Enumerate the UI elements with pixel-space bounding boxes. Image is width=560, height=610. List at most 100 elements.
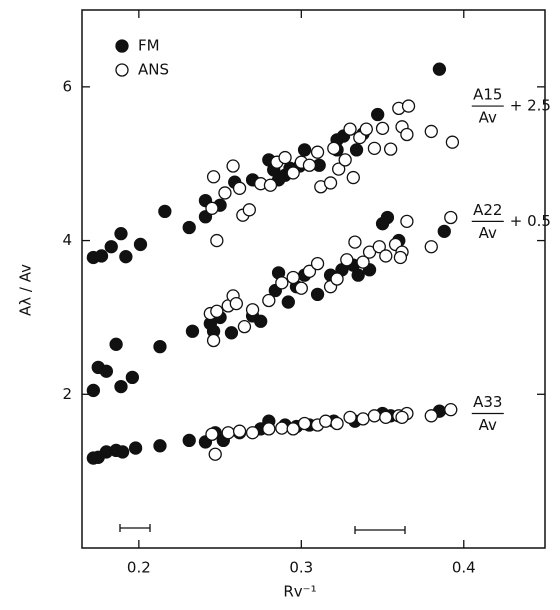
data-point (128, 441, 143, 455)
data-point (232, 181, 247, 195)
annotation-suffix: + 0.5 (510, 212, 551, 230)
data-point (375, 121, 390, 136)
data-point (205, 201, 219, 215)
data-point (310, 145, 325, 159)
data-point (115, 445, 130, 459)
data-point (226, 159, 240, 173)
data-point (340, 253, 354, 267)
typical-error-bars (119, 524, 406, 534)
data-point (356, 412, 370, 426)
data-point (393, 250, 408, 265)
y-tick-label: 6 (62, 77, 72, 95)
data-point (133, 237, 148, 252)
plot-frame (81, 9, 546, 549)
data-point (114, 379, 128, 394)
data-point (206, 170, 221, 184)
data-point (338, 153, 352, 167)
data-point (224, 326, 239, 340)
data-point (210, 304, 224, 318)
data-point (206, 333, 221, 348)
data-point (109, 337, 123, 351)
data-point (372, 240, 386, 254)
data-point (349, 143, 364, 157)
data-point (310, 287, 325, 302)
data-point (263, 178, 278, 192)
x-tick-label: 0.4 (452, 559, 476, 577)
data-point (380, 210, 395, 225)
annotation-denominator: Av (479, 109, 497, 127)
data-point (185, 324, 200, 338)
y-tick-label: 4 (62, 231, 72, 249)
data-point (294, 281, 308, 295)
data-point (262, 293, 276, 308)
annotation-denominator: Av (479, 224, 497, 242)
data-point (208, 447, 222, 461)
data-point (104, 240, 118, 254)
data-point (343, 410, 357, 424)
data-point (343, 122, 357, 136)
annotation-suffix: + 2.5 (510, 97, 551, 115)
data-point (424, 240, 438, 254)
data-point (348, 235, 362, 249)
data-point (210, 233, 224, 248)
data-point (245, 426, 260, 440)
data-point (218, 186, 232, 200)
data-point (153, 439, 167, 453)
data-point (86, 383, 101, 398)
data-point (400, 214, 414, 229)
annotation-numerator: A33 (473, 393, 502, 411)
data-point (99, 364, 114, 378)
data-point (330, 416, 344, 431)
data-point (302, 264, 317, 278)
data-point (297, 416, 312, 431)
annotation-denominator: Av (479, 416, 497, 434)
data-point (323, 176, 338, 190)
data-point (359, 122, 373, 136)
data-point (432, 62, 447, 76)
data-point (310, 256, 325, 271)
data-point (242, 203, 256, 217)
data-point (275, 421, 289, 435)
data-point (371, 107, 385, 122)
data-point (297, 143, 312, 157)
legend-marker (115, 39, 129, 53)
data-point (182, 220, 196, 235)
data-point (327, 141, 341, 155)
legend-label: ANS (138, 61, 169, 79)
data-point (286, 270, 300, 285)
data-point (158, 204, 172, 219)
annotation-numerator: A22 (473, 201, 502, 219)
data-point (286, 166, 300, 180)
data-point (379, 249, 393, 263)
data-point (153, 339, 167, 354)
data-point (444, 210, 458, 225)
data-point (114, 227, 128, 241)
data-point (445, 135, 460, 149)
data-point (221, 426, 235, 440)
data-point (424, 124, 438, 139)
data-point (302, 158, 317, 172)
data-point (379, 410, 393, 424)
y-tick-label: 2 (62, 385, 72, 403)
annotation-numerator: A15 (473, 86, 502, 104)
data-point (384, 142, 398, 156)
data-point (401, 99, 416, 113)
data-point (119, 250, 133, 264)
data-point (424, 409, 438, 423)
x-tick-label: 0.2 (127, 559, 151, 577)
data-point (182, 433, 196, 448)
data-point (275, 276, 289, 290)
data-point (367, 141, 382, 155)
data-point (444, 403, 458, 417)
data-point (94, 249, 109, 263)
legend-marker (115, 63, 129, 77)
data-point (319, 414, 333, 428)
data-point (254, 314, 268, 328)
data-point (278, 150, 292, 165)
data-point (395, 410, 409, 424)
data-point (332, 162, 346, 176)
data-point (400, 127, 414, 142)
x-tick-label: 0.3 (289, 559, 313, 577)
data-point (437, 224, 451, 238)
x-axis-label: Rv⁻¹ (283, 583, 316, 601)
